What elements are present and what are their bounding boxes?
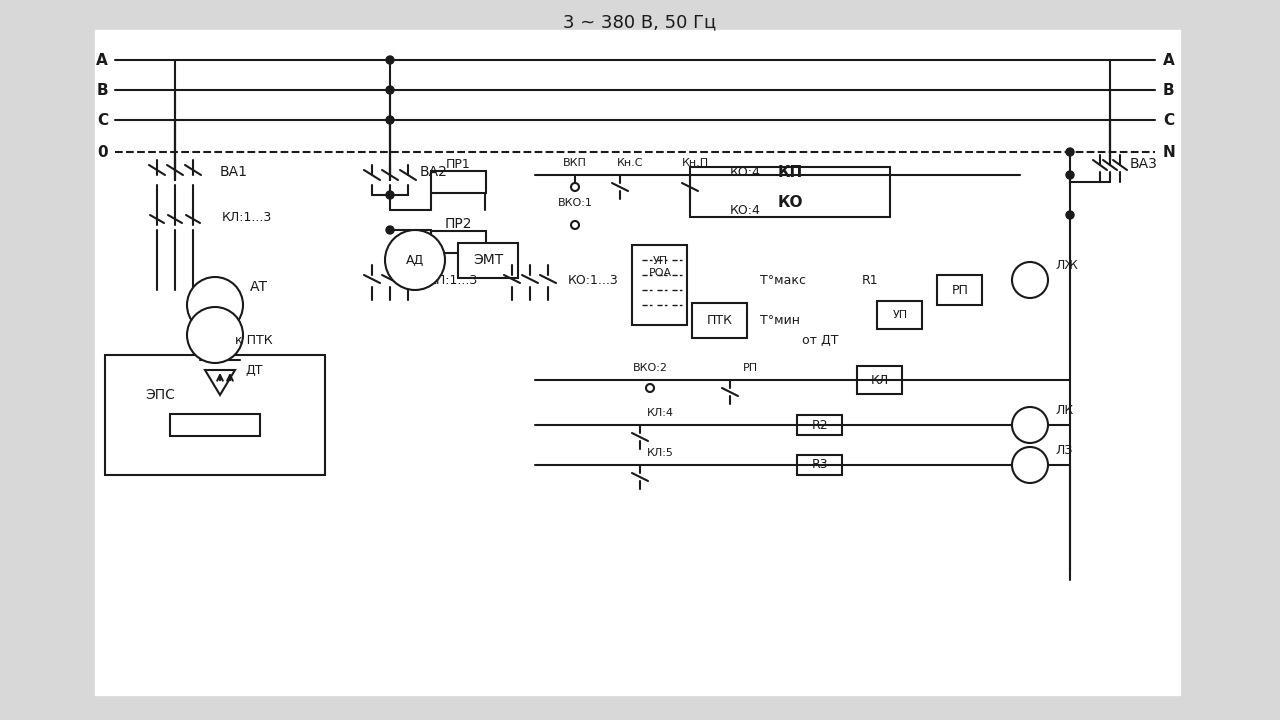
Text: КО:1...3: КО:1...3 xyxy=(568,274,618,287)
Circle shape xyxy=(387,56,394,64)
Text: R3: R3 xyxy=(812,459,828,472)
Text: ПР2: ПР2 xyxy=(444,217,472,231)
Text: A: A xyxy=(96,53,108,68)
Text: ВА1: ВА1 xyxy=(220,165,248,179)
Text: N: N xyxy=(1164,145,1176,160)
Text: ПР1: ПР1 xyxy=(445,158,470,171)
FancyBboxPatch shape xyxy=(797,455,842,475)
FancyBboxPatch shape xyxy=(632,245,687,325)
Text: КЛ: КЛ xyxy=(870,374,890,387)
Text: R1: R1 xyxy=(861,274,878,287)
Text: КЛ:4: КЛ:4 xyxy=(646,408,673,418)
Text: ЛК: ЛК xyxy=(1055,403,1073,416)
Text: Кн.П: Кн.П xyxy=(681,158,709,168)
FancyBboxPatch shape xyxy=(692,302,748,338)
Text: B: B xyxy=(96,83,108,97)
Circle shape xyxy=(1012,407,1048,443)
Circle shape xyxy=(385,230,445,290)
Text: ЛЗ: ЛЗ xyxy=(1055,444,1073,456)
Text: ВКП: ВКП xyxy=(563,158,588,168)
Text: C: C xyxy=(1164,112,1174,127)
Text: РП: РП xyxy=(951,284,969,297)
FancyBboxPatch shape xyxy=(878,301,923,329)
Text: АТ: АТ xyxy=(250,280,268,294)
FancyBboxPatch shape xyxy=(430,231,485,253)
Text: УП: УП xyxy=(892,310,908,320)
Text: C: C xyxy=(97,112,108,127)
Circle shape xyxy=(387,191,394,199)
Circle shape xyxy=(571,183,579,191)
Text: Т°макс: Т°макс xyxy=(760,274,806,287)
Text: от ДТ: от ДТ xyxy=(801,333,838,346)
Text: КО:4: КО:4 xyxy=(730,166,760,179)
Text: 0: 0 xyxy=(97,145,108,160)
FancyBboxPatch shape xyxy=(690,167,890,217)
Text: ВА2: ВА2 xyxy=(420,165,448,179)
Text: КЛ:5: КЛ:5 xyxy=(646,448,673,458)
Text: к ПТК: к ПТК xyxy=(236,333,273,346)
Text: A: A xyxy=(1164,53,1175,68)
Circle shape xyxy=(387,86,394,94)
Text: B: B xyxy=(1164,83,1175,97)
FancyBboxPatch shape xyxy=(95,30,1180,695)
Circle shape xyxy=(387,226,394,234)
Text: УП
РОА: УП РОА xyxy=(649,256,672,278)
Text: РП: РП xyxy=(742,363,758,373)
Text: ВКО:1: ВКО:1 xyxy=(558,198,593,208)
Circle shape xyxy=(1012,447,1048,483)
Text: ВКО:2: ВКО:2 xyxy=(632,363,667,373)
FancyBboxPatch shape xyxy=(105,355,325,475)
Text: КО: КО xyxy=(777,194,803,210)
Text: КП: КП xyxy=(777,164,803,179)
FancyBboxPatch shape xyxy=(170,414,260,436)
FancyBboxPatch shape xyxy=(430,171,485,193)
Circle shape xyxy=(187,277,243,333)
Text: R2: R2 xyxy=(812,418,828,431)
Circle shape xyxy=(187,307,243,363)
Circle shape xyxy=(1066,148,1074,156)
Circle shape xyxy=(1012,262,1048,298)
Text: КП:1...3: КП:1...3 xyxy=(428,274,479,287)
Text: ЭПС: ЭПС xyxy=(145,388,175,402)
Text: ПТК: ПТК xyxy=(707,313,733,326)
Text: КО:4: КО:4 xyxy=(730,204,760,217)
FancyBboxPatch shape xyxy=(937,275,983,305)
Text: КЛ:1...3: КЛ:1...3 xyxy=(221,210,273,223)
Text: ЛЖ: ЛЖ xyxy=(1055,258,1078,271)
FancyBboxPatch shape xyxy=(858,366,902,394)
Text: ЭМТ: ЭМТ xyxy=(472,253,503,267)
FancyBboxPatch shape xyxy=(458,243,518,277)
Text: 3 ~ 380 В, 50 Гц: 3 ~ 380 В, 50 Гц xyxy=(563,13,717,31)
Circle shape xyxy=(387,116,394,124)
Circle shape xyxy=(571,221,579,229)
Text: ВА3: ВА3 xyxy=(1130,157,1158,171)
Circle shape xyxy=(646,384,654,392)
FancyBboxPatch shape xyxy=(797,415,842,435)
Text: ДТ: ДТ xyxy=(244,364,262,377)
Text: Т°мин: Т°мин xyxy=(760,313,800,326)
Circle shape xyxy=(1066,211,1074,219)
Circle shape xyxy=(1066,171,1074,179)
Text: Кн.С: Кн.С xyxy=(617,158,644,168)
Text: АД: АД xyxy=(406,253,424,266)
